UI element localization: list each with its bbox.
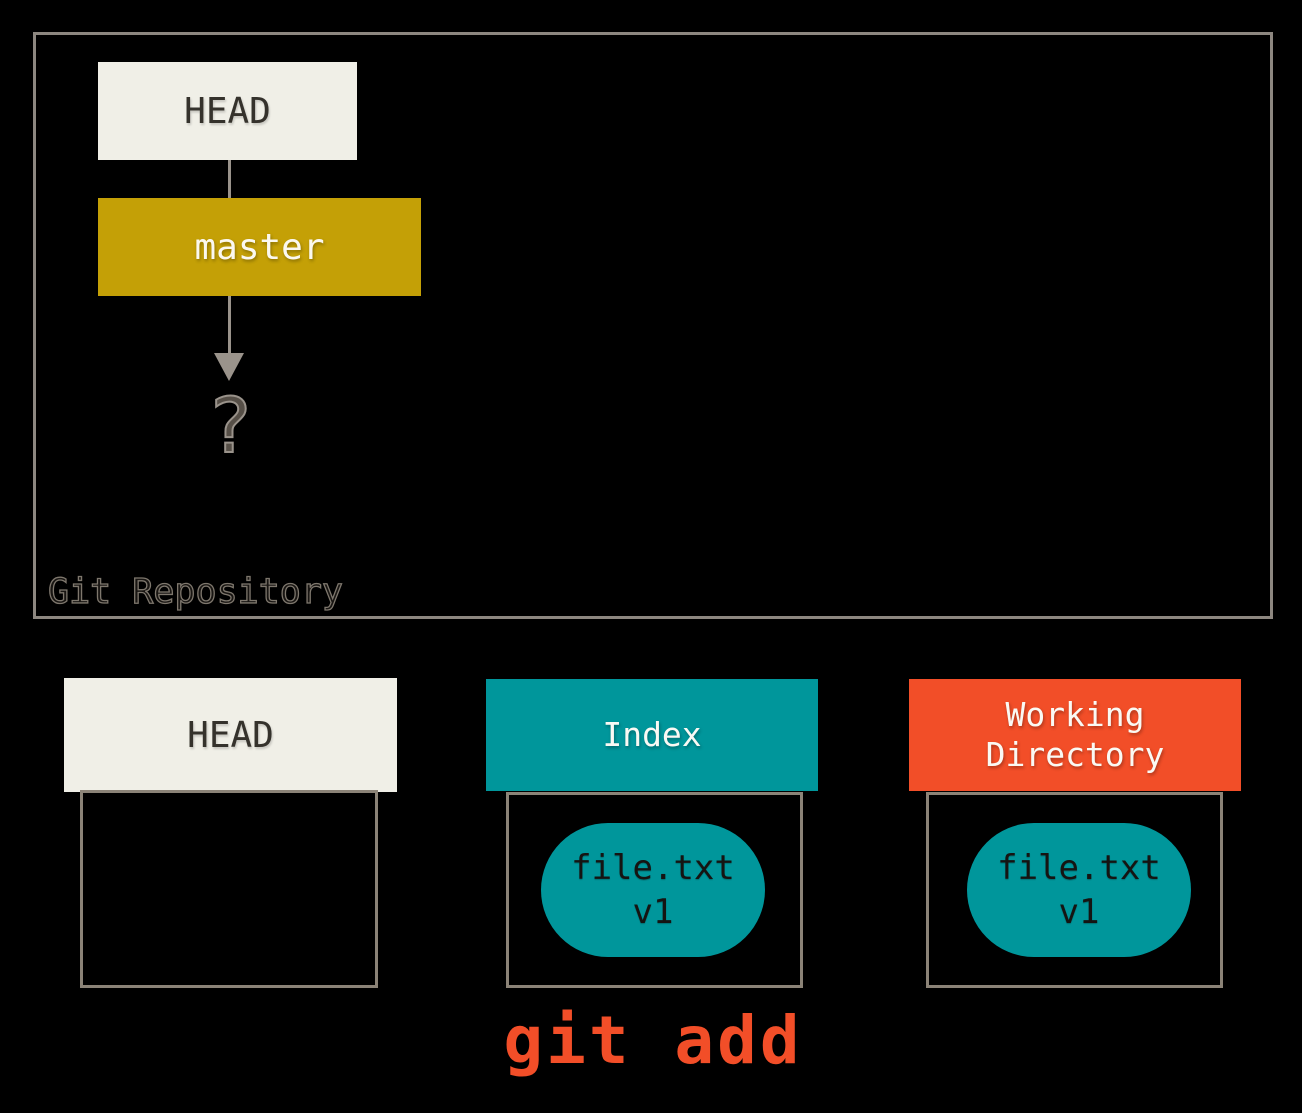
git-add-command-label: git add xyxy=(503,1002,803,1079)
head-column-area xyxy=(80,790,378,988)
index-column-header: Index xyxy=(486,679,818,791)
working-directory-file-version: v1 xyxy=(1058,892,1100,932)
head-column-header: HEAD xyxy=(64,678,397,792)
index-column-area xyxy=(506,792,803,988)
working-directory-file-node: file.txt v1 xyxy=(967,823,1191,957)
index-file-node: file.txt v1 xyxy=(541,823,765,957)
head-column-title: HEAD xyxy=(187,714,274,756)
master-branch-box: master xyxy=(98,198,421,296)
working-directory-column-area xyxy=(926,792,1223,988)
working-directory-column-header: Working Directory xyxy=(909,679,1241,791)
working-directory-file-name: file.txt xyxy=(997,848,1161,888)
head-to-master-line xyxy=(228,160,231,198)
working-directory-column-title: Working Directory xyxy=(985,695,1165,774)
master-branch-label: master xyxy=(194,226,325,268)
repository-label: Git Repository xyxy=(47,571,344,612)
arrow-down-icon xyxy=(214,353,244,381)
head-ref-label: HEAD xyxy=(184,90,271,132)
index-column-title: Index xyxy=(602,715,702,754)
unknown-commit-placeholder: ? xyxy=(206,381,254,470)
head-ref-box: HEAD xyxy=(98,62,357,160)
master-arrow-line xyxy=(228,296,231,354)
git-repository-box xyxy=(33,32,1273,619)
index-file-name: file.txt xyxy=(571,848,735,888)
index-file-version: v1 xyxy=(632,892,674,932)
